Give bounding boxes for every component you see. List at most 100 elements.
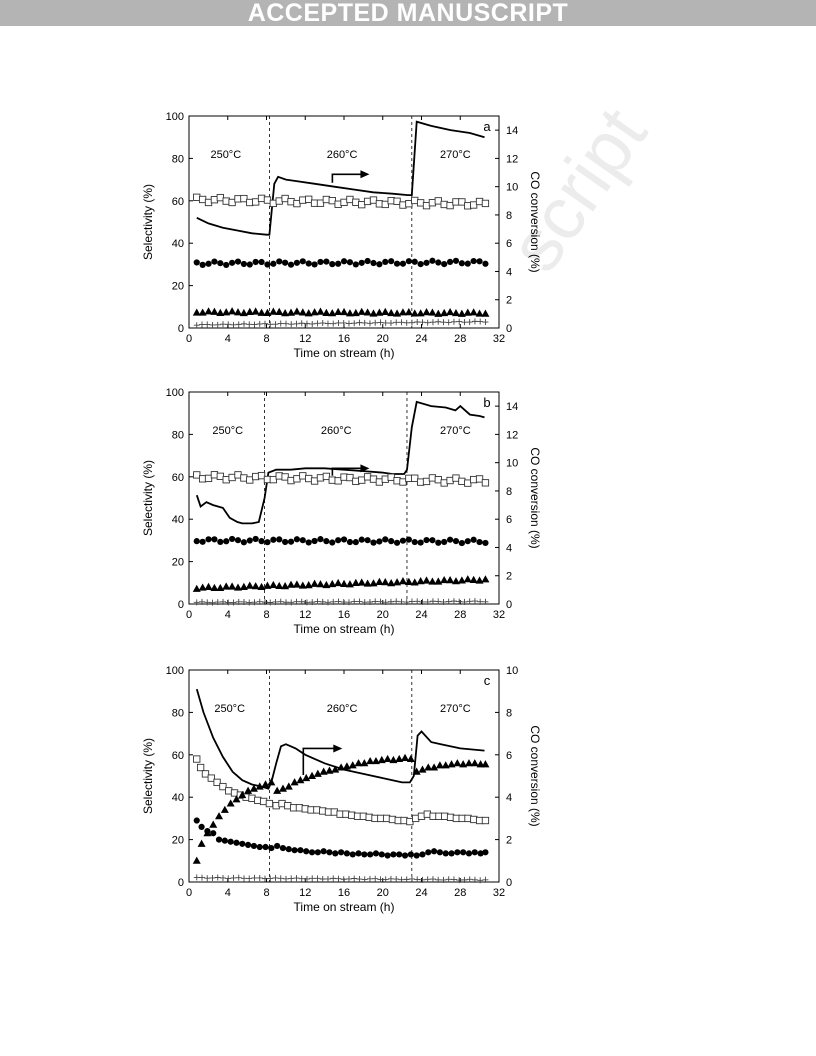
cross-point — [398, 319, 405, 326]
cross-point — [345, 320, 352, 327]
filled-circle-point — [470, 536, 477, 543]
y-tick-label: 40 — [172, 514, 184, 526]
cross-point — [335, 875, 342, 882]
filled-circle-point — [223, 261, 230, 269]
y2-tick-label: 8 — [506, 707, 512, 719]
right-axis-arrow — [331, 173, 362, 183]
cross-point — [387, 875, 394, 882]
filled-triangle-point — [269, 580, 278, 589]
cross-point — [461, 598, 468, 605]
cross-point — [298, 598, 305, 605]
filled-circle-point — [264, 261, 271, 268]
y2-tick-label: 6 — [506, 238, 512, 250]
cross-point — [314, 320, 321, 327]
cross-point — [372, 598, 379, 605]
cross-point — [277, 875, 284, 882]
y-tick-label: 60 — [172, 196, 184, 208]
open-square-point — [393, 477, 401, 485]
filled-circle-point — [460, 849, 467, 856]
y2-tick-label: 10 — [506, 458, 518, 470]
y-tick-label: 80 — [172, 429, 184, 441]
open-square-point — [210, 196, 219, 204]
filled-triangle-point — [342, 762, 351, 770]
filled-triangle-point — [360, 759, 369, 767]
filled-triangle-point — [424, 763, 433, 771]
filled-circle-point — [287, 538, 295, 545]
open-square-point — [219, 782, 227, 791]
x-tick-label: 0 — [186, 609, 192, 621]
filled-circle-point — [308, 849, 316, 856]
cross-point — [466, 598, 473, 605]
open-square-point — [440, 200, 448, 209]
filled-triangle-point — [398, 576, 407, 585]
open-square-point — [369, 475, 378, 483]
filled-circle-point — [217, 260, 224, 267]
filled-triangle-point — [463, 308, 472, 316]
plot-frame — [188, 115, 500, 329]
filled-circle-point — [228, 535, 236, 543]
open-square-point — [411, 196, 419, 205]
open-square-point — [363, 197, 372, 206]
panel-label: b — [483, 395, 490, 410]
filled-triangle-point — [481, 575, 490, 583]
y-axis-label: Selectivity (%) — [141, 738, 155, 814]
open-square-point — [281, 473, 289, 481]
cross-point — [387, 598, 394, 605]
filled-circle-point — [372, 850, 380, 857]
open-square-point — [434, 197, 442, 205]
x-tick-label: 12 — [299, 887, 311, 899]
filled-circle-point — [329, 261, 336, 268]
cross-point — [256, 320, 263, 327]
cross-point — [193, 322, 200, 329]
cross-point — [240, 875, 247, 882]
open-square-point — [240, 194, 248, 203]
filled-circle-point — [425, 849, 432, 856]
right-axis-arrow — [302, 747, 335, 775]
cross-point — [361, 319, 368, 326]
x-tick-label: 4 — [225, 887, 231, 899]
filled-triangle-point — [308, 771, 317, 779]
x-tick-label: 0 — [186, 333, 192, 345]
x-tick-label: 20 — [377, 609, 389, 621]
cross-point — [209, 599, 216, 606]
y2-axis-label: CO conversion (%) — [528, 725, 542, 826]
y2-tick-label: 4 — [506, 542, 512, 554]
y2-tick-label: 2 — [506, 571, 512, 583]
filled-triangle-point — [275, 581, 284, 590]
filled-triangle-point — [354, 759, 363, 767]
filled-triangle-point — [322, 308, 331, 316]
filled-circle-point — [405, 536, 412, 543]
filled-circle-point — [401, 852, 409, 859]
filled-circle-point — [199, 261, 206, 268]
filled-triangle-point — [416, 309, 425, 317]
x-tick-label: 24 — [415, 887, 427, 899]
filled-circle-point — [299, 537, 306, 544]
cross-point — [440, 319, 447, 326]
filled-triangle-point — [371, 756, 380, 765]
filled-circle-point — [405, 258, 412, 265]
filled-circle-point — [199, 538, 206, 545]
cross-point — [345, 599, 352, 606]
panel-label: c — [484, 673, 491, 688]
open-square-point — [228, 473, 236, 482]
filled-circle-point — [384, 852, 391, 859]
filled-circle-point — [282, 538, 289, 546]
cross-point — [366, 320, 373, 327]
cross-point — [403, 599, 410, 606]
filled-triangle-point — [281, 582, 290, 590]
filled-triangle-point — [446, 307, 455, 316]
x-tick-label: 24 — [415, 609, 427, 621]
filled-triangle-point — [375, 308, 384, 316]
filled-circle-point — [376, 261, 383, 268]
temperature-label: 270°C — [440, 703, 471, 715]
open-square-point — [422, 202, 431, 210]
cross-point — [345, 875, 352, 882]
cross-point — [477, 598, 484, 605]
cross-point — [335, 319, 342, 326]
x-tick-label: 4 — [225, 609, 231, 621]
filled-circle-point — [446, 536, 454, 543]
filled-triangle-point — [239, 308, 248, 317]
cross-point — [393, 876, 400, 883]
y2-tick-label: 4 — [506, 792, 512, 804]
open-square-point — [322, 472, 331, 481]
